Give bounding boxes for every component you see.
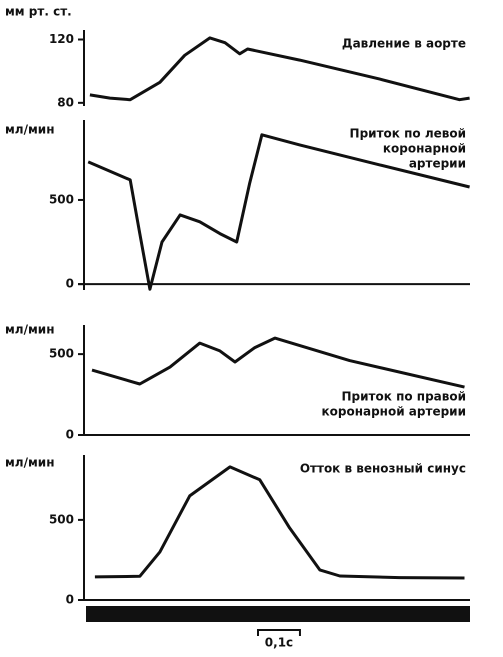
y-tick-label: 120 (49, 32, 74, 46)
y-tick-label: 0 (66, 428, 74, 442)
y-tick-label: 0 (66, 277, 74, 291)
y-axis-label: мм рт. ст. (5, 5, 72, 19)
chart-title: Отток в венозный синус (300, 462, 466, 476)
timing-bar (86, 606, 470, 622)
chart-title: коронарной (383, 142, 466, 156)
y-tick-label: 500 (49, 512, 74, 526)
y-tick-label: 500 (49, 192, 74, 206)
chart-title: коронарной артерии (321, 405, 466, 419)
data-line (89, 36, 470, 102)
data-line (91, 336, 465, 389)
y-axis-label: мл/мин (5, 123, 55, 137)
chart-title: Давление в аорте (342, 37, 466, 51)
y-tick-label: 500 (49, 347, 74, 361)
y-tick-label: 80 (57, 95, 74, 109)
y-axis-label: мл/мин (5, 323, 55, 337)
data-line (87, 133, 470, 291)
y-tick-label: 0 (66, 593, 74, 607)
chart-title: Приток по левой (350, 127, 466, 141)
scale-bar-label: 0,1с (265, 636, 293, 650)
data-line (94, 465, 465, 580)
scale-bar (257, 629, 301, 636)
y-axis-label: мл/мин (5, 456, 55, 470)
chart-title: Приток по правой (342, 390, 467, 404)
chart-title: артерии (409, 157, 466, 171)
